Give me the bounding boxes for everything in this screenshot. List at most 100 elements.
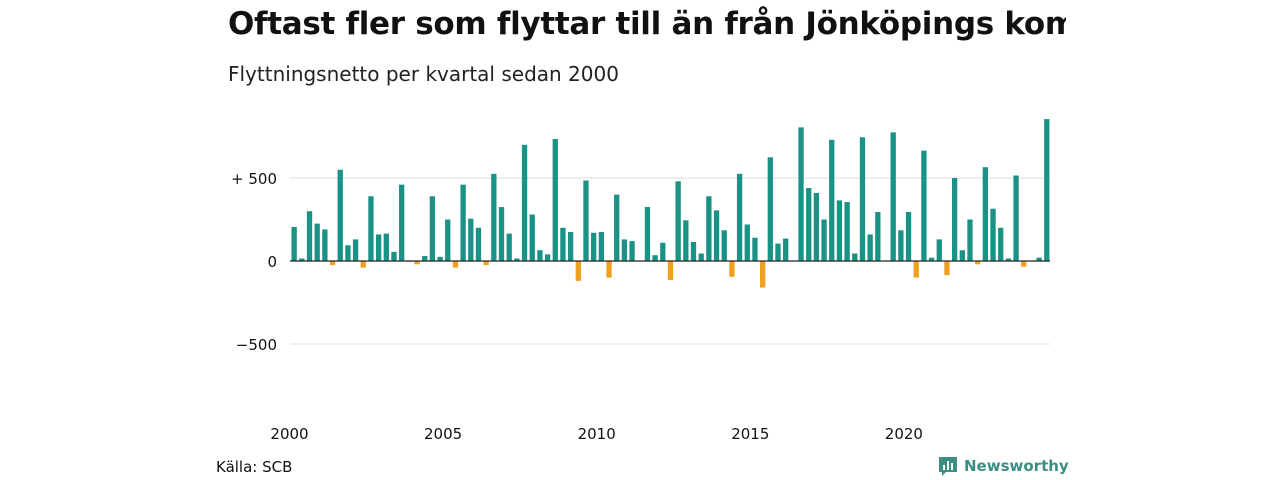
bar: [667, 261, 674, 281]
bar: [660, 242, 666, 261]
bar: [683, 220, 689, 261]
brand-logo[interactable]: Newsworthy: [938, 456, 1069, 476]
x-tick-label: 2000: [270, 425, 308, 443]
bar: [959, 250, 965, 261]
bar: [752, 237, 758, 261]
bar: [798, 127, 804, 262]
bar: [875, 212, 881, 261]
bar: [329, 261, 336, 266]
brand-name: Newsworthy: [964, 457, 1069, 475]
bar: [706, 196, 712, 261]
bar: [767, 157, 773, 261]
bar: [644, 207, 651, 261]
bar: [606, 261, 612, 278]
x-tick-label: 2020: [885, 425, 923, 443]
bar: [491, 173, 497, 261]
bar: [890, 132, 896, 261]
bar: [591, 232, 597, 261]
chart-title: Oftast fler som flyttar till än från Jön…: [228, 6, 1066, 42]
bar: [583, 180, 589, 261]
bar: [806, 187, 812, 261]
bar: [1036, 257, 1042, 261]
y-tick-label: + 500: [231, 170, 277, 188]
bar: [713, 210, 720, 261]
bar: [337, 169, 343, 261]
x-tick-label: 2010: [578, 425, 616, 443]
bar: [391, 251, 397, 261]
bar: [1021, 261, 1027, 267]
bar: [859, 137, 866, 261]
bar: [967, 219, 973, 261]
bar: [614, 194, 620, 261]
bar: [675, 181, 681, 261]
bar: [844, 202, 850, 261]
bar: [998, 227, 1004, 261]
bar: [506, 233, 512, 261]
bar: [913, 261, 919, 278]
bar: [775, 243, 781, 261]
bar: [567, 231, 574, 261]
bar: [314, 223, 320, 261]
bar: [399, 184, 405, 261]
bar: [460, 184, 466, 261]
bar: [383, 233, 389, 261]
bar: [452, 261, 459, 268]
bar: [928, 257, 935, 261]
bar: [921, 150, 927, 261]
bar: [652, 255, 658, 261]
chart-subtitle: Flyttningsnetto per kvartal sedan 2000: [228, 62, 619, 86]
bar: [898, 230, 904, 261]
bar: [468, 218, 474, 261]
bar: [552, 138, 558, 261]
bar: [291, 226, 297, 261]
bar: [690, 241, 697, 261]
bar: [759, 261, 766, 288]
bar: [575, 261, 581, 281]
bar-chart-logo-icon: [939, 457, 957, 476]
bar: [598, 231, 604, 261]
source-label: Källa: SCB: [216, 458, 293, 476]
bar: [721, 230, 727, 261]
bar: [951, 178, 958, 261]
bar: [422, 256, 428, 261]
x-tick-label: 2015: [731, 425, 769, 443]
bar: [306, 211, 313, 261]
bar: [299, 258, 305, 261]
bar: [736, 173, 743, 261]
bar: [560, 227, 566, 261]
bar: [821, 219, 827, 261]
bar: [867, 234, 873, 261]
bar: [345, 245, 351, 261]
bar: [698, 253, 704, 261]
bar: [475, 227, 482, 261]
y-tick-label: 0: [267, 253, 277, 271]
bar: [905, 212, 912, 261]
bar: [783, 238, 789, 261]
bar: [744, 224, 750, 261]
bar: [1044, 119, 1050, 261]
bar: [1013, 175, 1019, 261]
bar: [529, 214, 535, 261]
bar: [936, 239, 942, 261]
bar: [429, 196, 436, 261]
bar: [990, 208, 996, 261]
bar: [829, 139, 835, 261]
bar: [836, 200, 843, 261]
x-tick-label: 2005: [424, 425, 462, 443]
bar: [729, 261, 735, 277]
bar: [944, 261, 950, 276]
bar: [982, 167, 988, 261]
bar: [368, 196, 374, 261]
bar: [1005, 258, 1012, 261]
bar: [352, 239, 359, 261]
bar: [852, 253, 858, 261]
bar: [437, 256, 443, 261]
bar: [322, 229, 328, 261]
bar: [414, 261, 420, 265]
bar: [498, 207, 505, 261]
bar: [360, 261, 366, 268]
bar: [544, 254, 551, 261]
bar: [483, 261, 489, 266]
bar: [537, 250, 543, 261]
bar: [521, 144, 528, 261]
